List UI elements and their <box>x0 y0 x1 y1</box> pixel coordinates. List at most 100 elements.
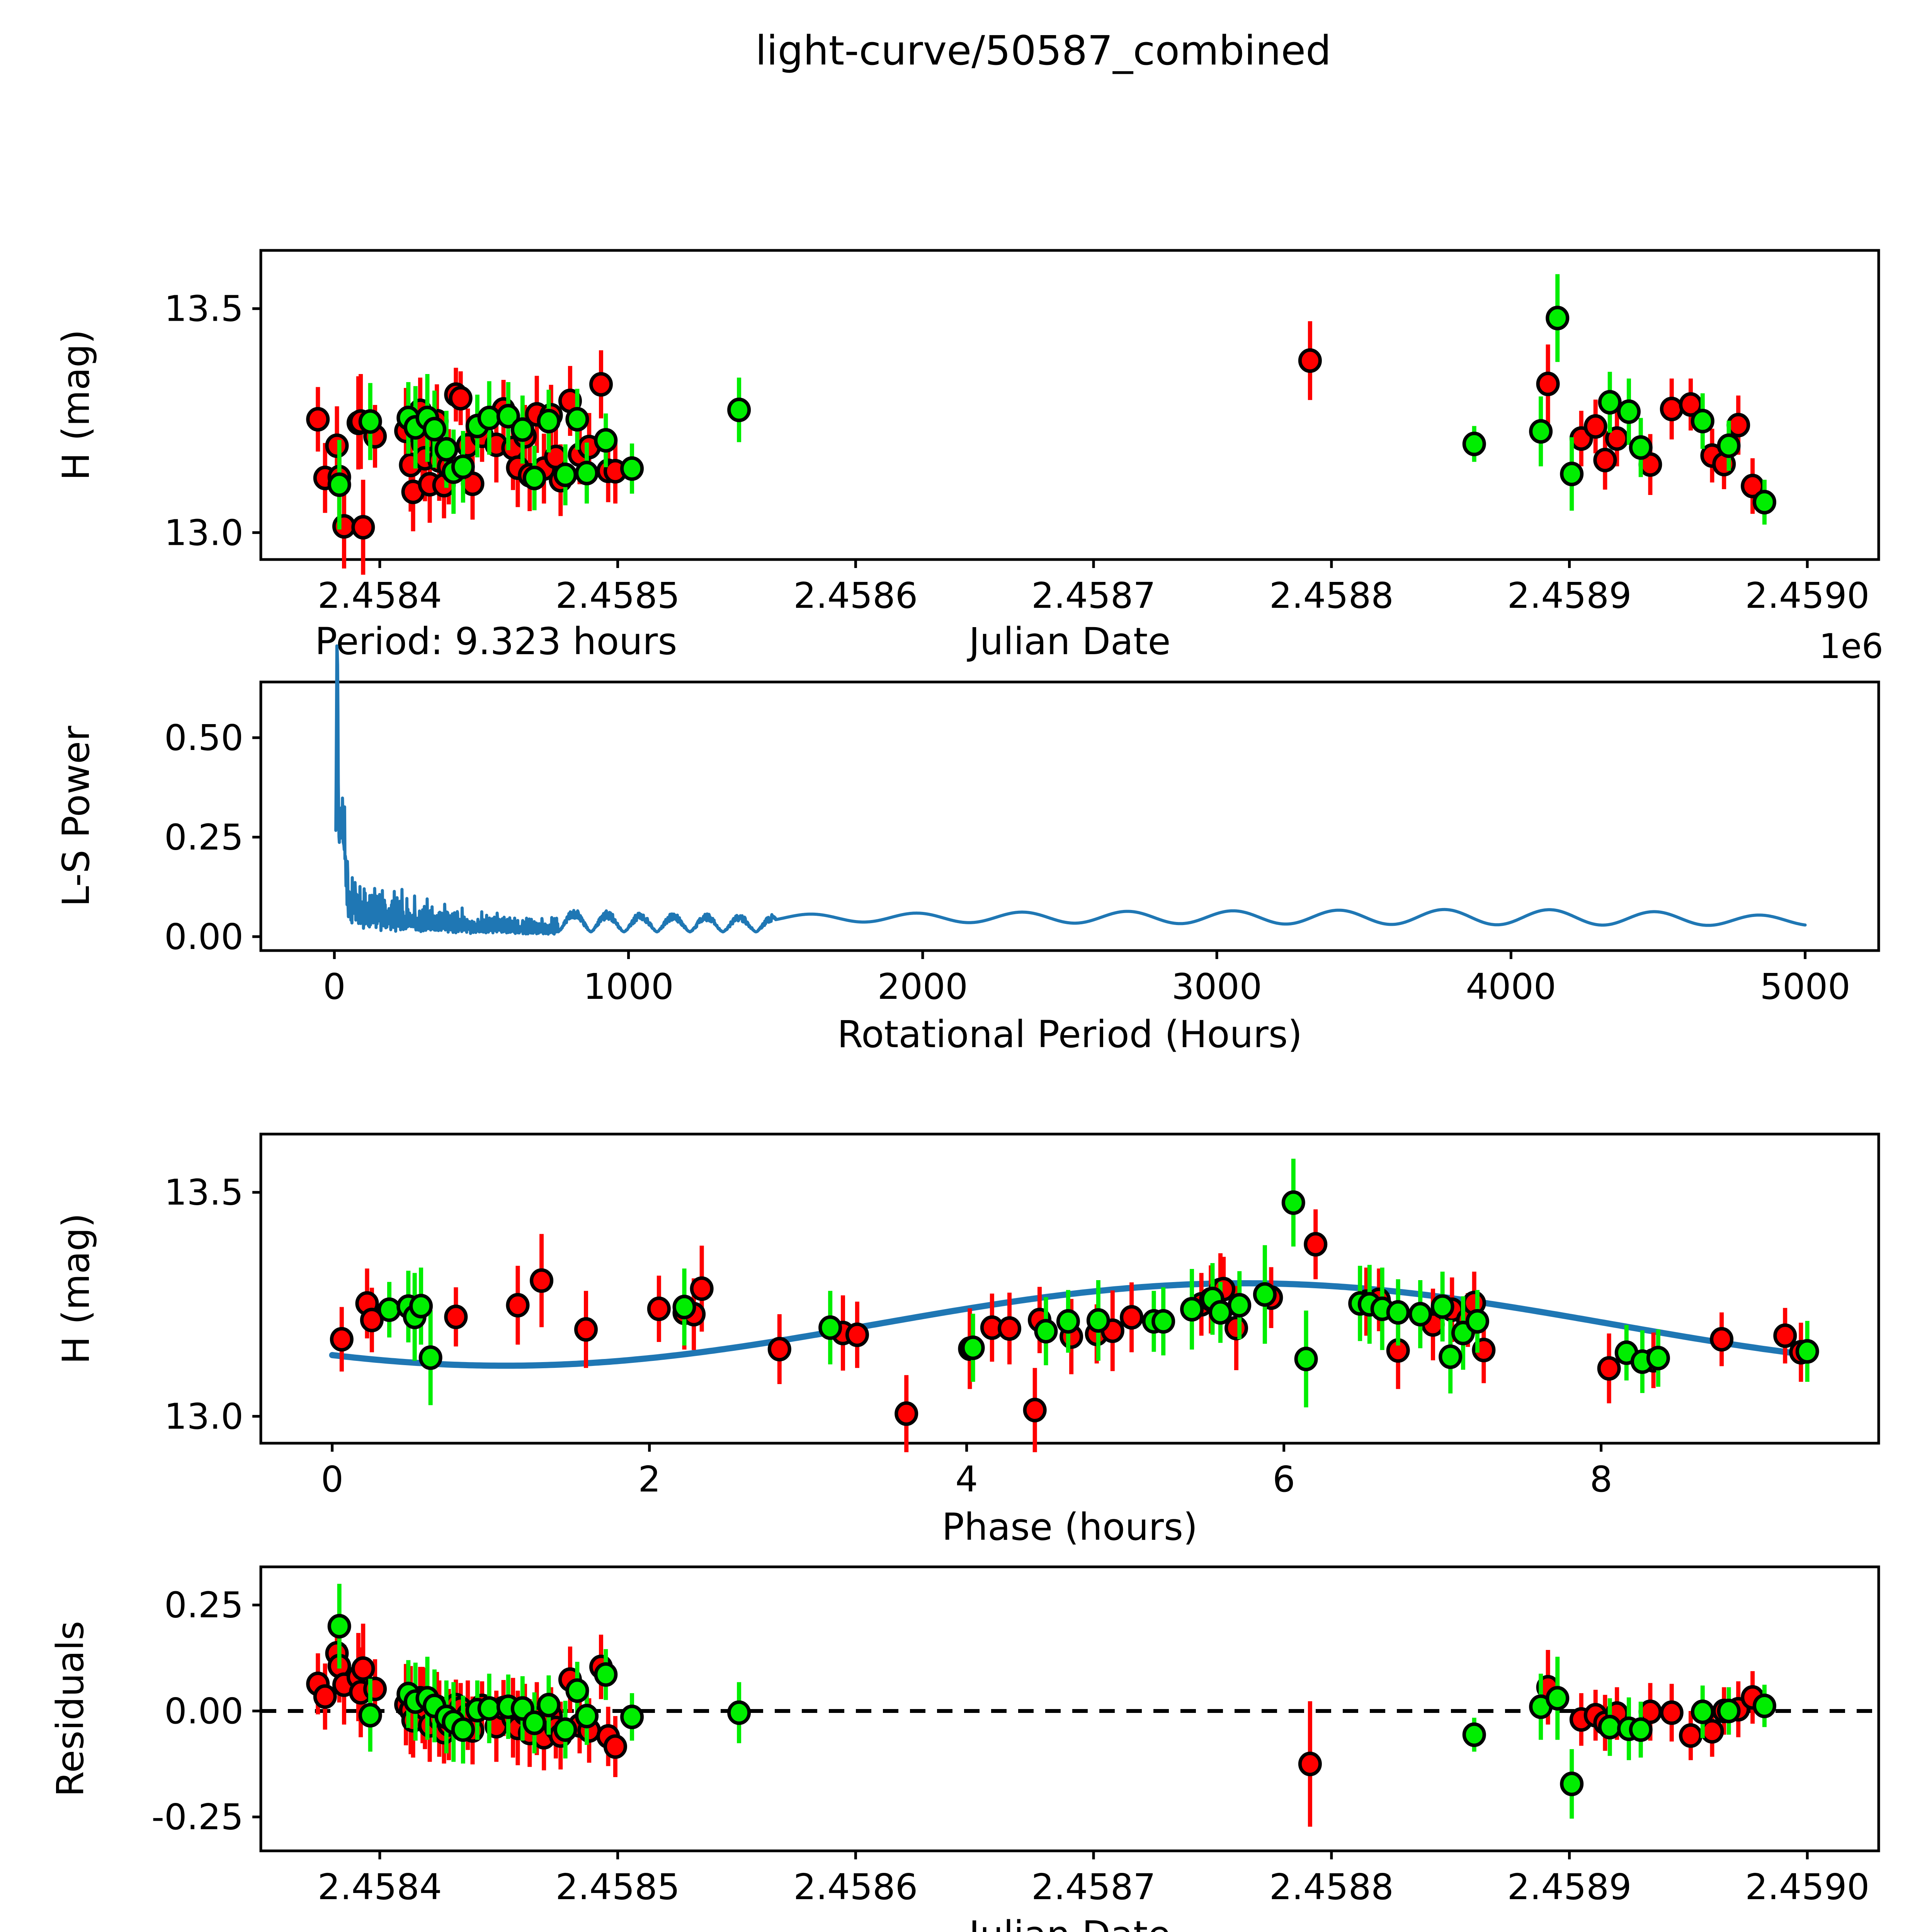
x-tick-label: 2.4587 <box>1031 575 1156 616</box>
data-point <box>418 1345 442 1370</box>
data-point <box>1086 1308 1110 1333</box>
panel-periodogram: 0 1000 2000 3000 4000 5000 0.00 0.25 0.50 L-S Pow… <box>0 644 1932 1101</box>
data-point <box>1465 1309 1489 1334</box>
data-point <box>1679 1723 1703 1748</box>
data-point <box>422 417 446 442</box>
data-point <box>589 372 613 397</box>
data-point <box>575 461 599 486</box>
y-tick-label: -0.25 <box>151 1796 243 1838</box>
data-point <box>961 1335 985 1360</box>
axes-frame <box>259 1133 1880 1445</box>
data-point <box>332 514 356 539</box>
data-point <box>1546 306 1570 330</box>
data-point <box>1225 1316 1248 1340</box>
data-point <box>565 1678 589 1703</box>
y-axis-label: H (mag) <box>54 330 98 481</box>
x-axis-label: Julian Date <box>967 620 1170 663</box>
data-point <box>1208 1300 1232 1325</box>
data-point <box>1120 1305 1144 1330</box>
data-point <box>1304 1232 1328 1257</box>
data-point <box>1462 432 1486 456</box>
data-point <box>1462 1722 1486 1747</box>
data-point <box>620 456 644 481</box>
data-point <box>351 515 375 540</box>
x-tick-label: 2.4589 <box>1507 575 1632 616</box>
y-tick-label: 13.5 <box>164 1172 243 1213</box>
y-tick-label: 0.00 <box>164 916 243 957</box>
data-point <box>1598 1714 1622 1740</box>
data-point <box>1294 1347 1318 1371</box>
data-point <box>1717 433 1741 458</box>
y-tick-label: 0.25 <box>164 817 243 858</box>
x-tick-label: 0 <box>321 1459 344 1500</box>
data-point <box>594 428 618 453</box>
sinusoid-fit-line <box>329 1280 1814 1369</box>
data-point <box>1773 1323 1797 1348</box>
data-point <box>1408 1302 1432 1327</box>
x-tick-label: 8 <box>1590 1459 1612 1500</box>
data-point <box>767 1337 791 1362</box>
data-point <box>1536 371 1560 396</box>
data-point <box>1529 419 1553 444</box>
data-point <box>620 1704 644 1730</box>
data-point <box>553 1717 577 1742</box>
x-axis-label: Phase (hours) <box>942 1505 1198 1549</box>
data-point <box>351 1656 375 1681</box>
x-tick-label: 2.4586 <box>793 1866 918 1908</box>
data-point <box>1795 1339 1819 1364</box>
data-point <box>1717 1699 1741 1723</box>
data-point <box>1598 390 1622 415</box>
x-tick-label: 0 <box>323 966 346 1007</box>
x-tick-label: 2.4585 <box>556 1866 680 1908</box>
data-point <box>522 1710 546 1735</box>
y-axis-label: Residuals <box>49 1621 92 1797</box>
period-annotation: Period: 9.323 hours <box>315 620 677 663</box>
data-point <box>1151 1309 1175 1334</box>
x-tick-label: 4 <box>955 1459 978 1500</box>
data-point <box>1386 1300 1410 1325</box>
x-tick-label: 2.4585 <box>556 575 680 616</box>
figure-title: light-curve/50587_combined <box>755 27 1332 74</box>
data-point <box>690 1276 714 1301</box>
data-point <box>1700 1719 1724 1744</box>
data-point <box>1726 413 1750 437</box>
data-point <box>327 472 351 497</box>
axes-frame <box>259 249 1880 561</box>
data-point <box>377 1297 401 1322</box>
data-point <box>1690 408 1714 434</box>
x-tick-label: 3000 <box>1172 966 1262 1007</box>
data-point <box>313 1684 337 1709</box>
x-tick-label: 2.4584 <box>318 575 442 616</box>
data-point <box>1593 447 1617 473</box>
panel-lightcurve: 2.4584 2.4585 2.4586 2.4587 2.4588 2.4589 2.45… <box>0 0 1932 676</box>
x-tick-label: 2.4588 <box>1269 1866 1394 1908</box>
data-point <box>444 1304 468 1329</box>
x-tick-label: 6 <box>1272 1459 1295 1500</box>
data-point <box>1546 1686 1570 1711</box>
x-axis-label: Julian Date <box>967 1913 1170 1932</box>
data-point <box>672 1294 696 1320</box>
data-point <box>553 463 577 487</box>
x-tick-label: 1000 <box>583 966 674 1007</box>
data-point <box>1281 1190 1305 1215</box>
x-tick-label: 2000 <box>878 966 968 1007</box>
data-point <box>434 437 458 462</box>
series-green <box>377 1158 1819 1408</box>
data-point <box>1597 1356 1621 1381</box>
y-tick-label: 0.50 <box>164 717 243 759</box>
series-green <box>327 1583 1776 1819</box>
x-tick-label: 2.4584 <box>318 1866 442 1908</box>
x-tick-label: 2.4590 <box>1745 575 1869 616</box>
periodogram-line <box>334 644 1807 936</box>
data-point <box>1298 348 1322 373</box>
data-point <box>358 1703 382 1728</box>
data-point <box>530 1268 554 1293</box>
x-tick-label: 2.4586 <box>793 575 918 616</box>
data-point <box>1298 1752 1322 1776</box>
data-point <box>1430 1294 1454 1319</box>
data-point <box>449 386 473 411</box>
data-point <box>451 1717 475 1742</box>
x-tick-label: 2.4588 <box>1269 575 1394 616</box>
y-axis-label: L-S Power <box>54 726 98 907</box>
axes-frame <box>259 1565 1880 1852</box>
